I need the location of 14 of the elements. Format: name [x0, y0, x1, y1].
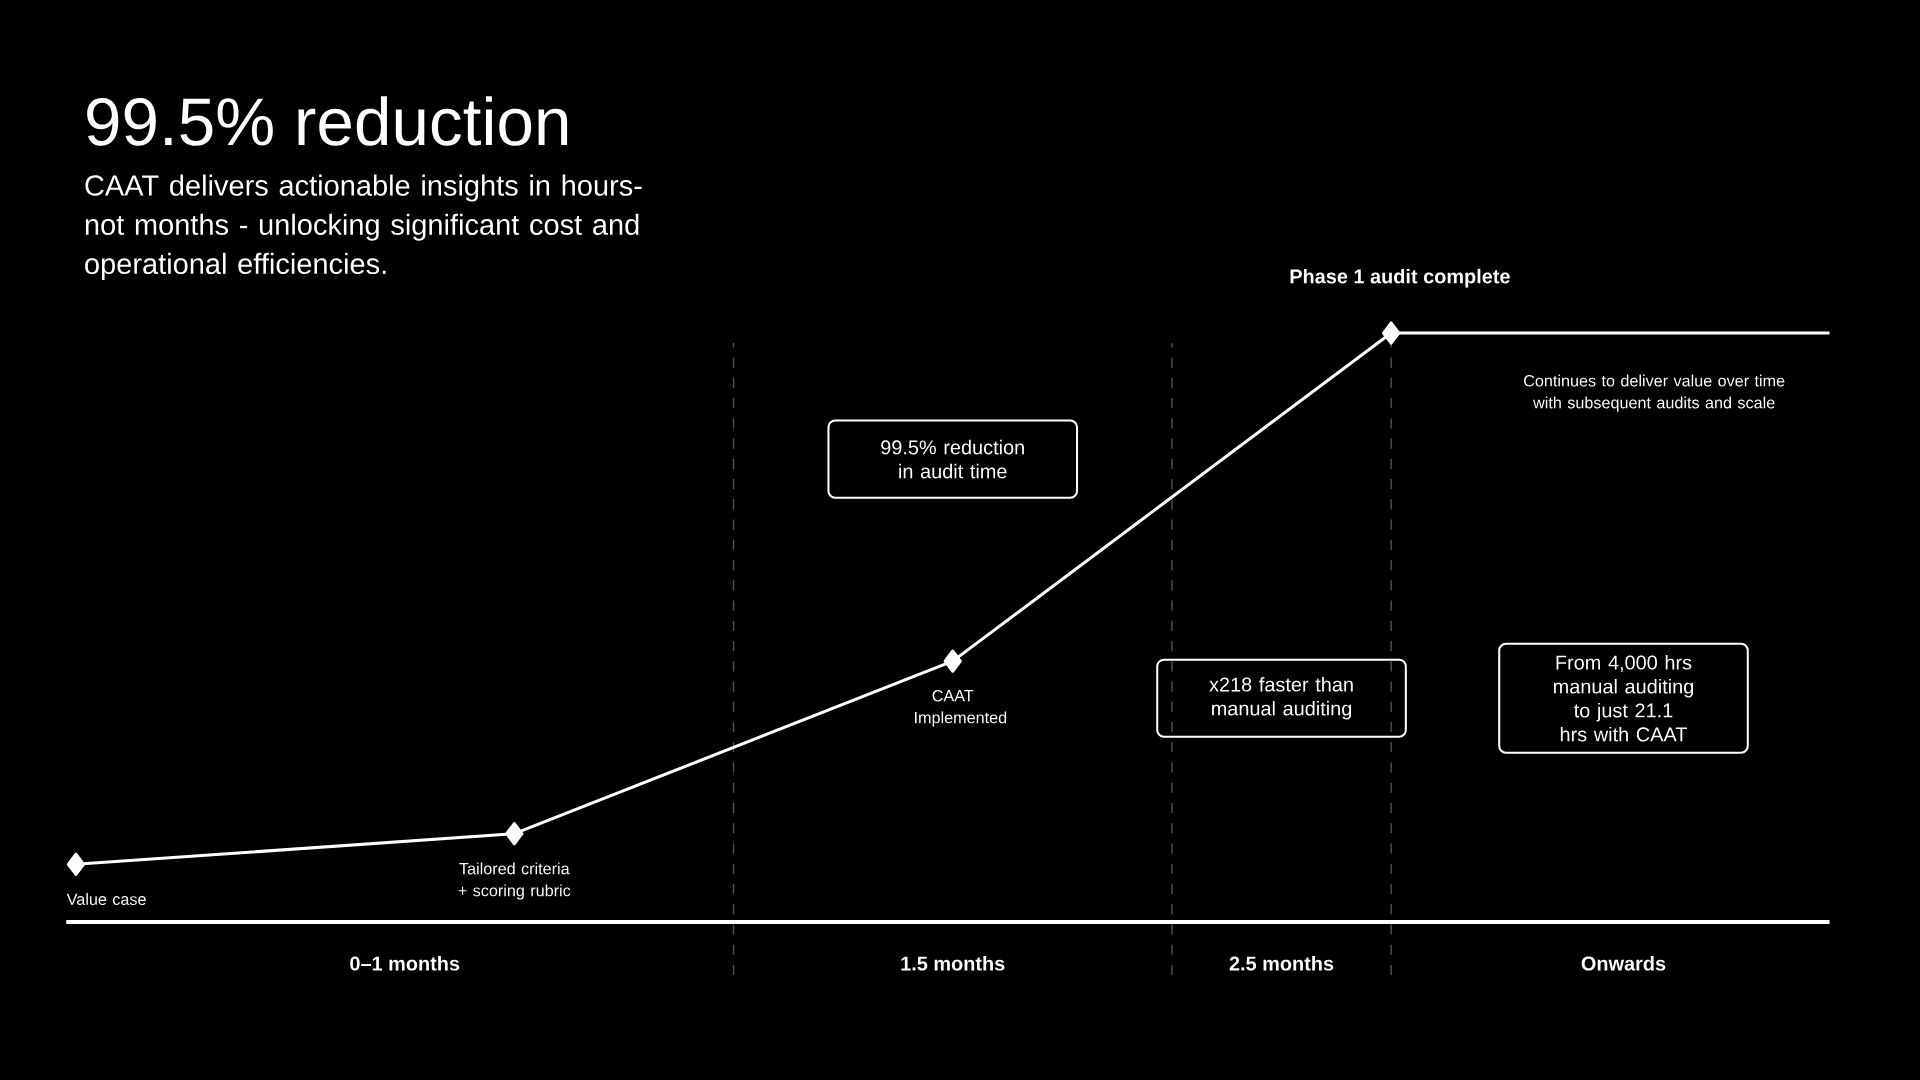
- text: Phase 1 audit complete: [1290, 268, 1510, 288]
- chart-subtitle: CAAT delivers actionable insights in hours- not months - unlocking significant cost and operational efficiencies.: [85, 174, 642, 280]
- annotation: Tailored criteria + scoring rubric: [458, 862, 571, 900]
- text: Onwards: [1581, 955, 1666, 971]
- annotation: Continues to deliver value over time with subsequent audits and scale: [1524, 374, 1785, 412]
- annotation: From 4,000 hrs manual auditing to just 21.1 hrs with CAAT: [1553, 655, 1693, 742]
- text: 1.5 months: [901, 955, 1005, 971]
- annotation: CAAT Implemented: [915, 689, 1007, 727]
- text: 0–1 months: [350, 955, 460, 971]
- text: 2.5 months: [1229, 955, 1334, 971]
- annotation: Value case: [66, 893, 146, 906]
- annotation: 99.5% reduction in audit time: [881, 439, 1024, 479]
- chart-title: 99.5% reduction: [87, 96, 568, 146]
- annotation: x218 faster than manual auditing: [1209, 677, 1353, 720]
